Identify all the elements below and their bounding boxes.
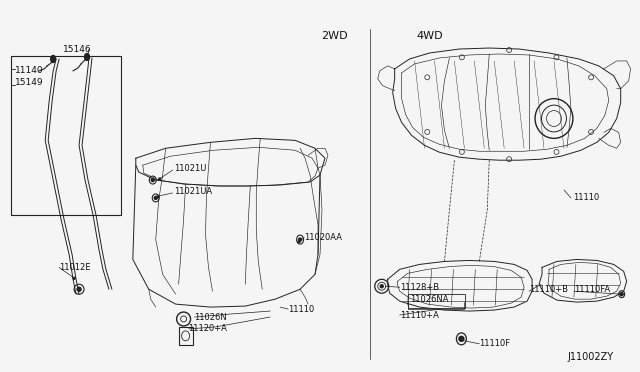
Ellipse shape [77, 287, 81, 291]
Text: 11021U: 11021U [173, 164, 206, 173]
Ellipse shape [73, 277, 75, 279]
Ellipse shape [459, 336, 464, 341]
Bar [12, 56, 121, 215]
Ellipse shape [461, 339, 463, 341]
Text: 15146: 15146 [63, 45, 92, 54]
Text: J11002ZY: J11002ZY [568, 352, 614, 362]
Text: 11020AA: 11020AA [304, 233, 342, 242]
Text: 4WD: 4WD [416, 31, 443, 41]
Ellipse shape [620, 293, 623, 296]
Ellipse shape [151, 179, 154, 182]
Ellipse shape [154, 196, 157, 199]
Text: 11026NA: 11026NA [410, 295, 448, 304]
Text: 11110F: 11110F [479, 339, 511, 348]
Text: 11110: 11110 [573, 193, 599, 202]
Text: 11120+A: 11120+A [189, 324, 227, 333]
Text: 11140: 11140 [15, 66, 44, 76]
Text: 11110: 11110 [288, 305, 314, 314]
Ellipse shape [159, 178, 161, 180]
Text: 15149: 15149 [15, 78, 44, 87]
Text: 11110+A: 11110+A [399, 311, 438, 320]
Text: 11128+B: 11128+B [399, 283, 439, 292]
Text: 2WD: 2WD [322, 31, 348, 41]
Ellipse shape [380, 285, 383, 288]
Text: 11110FA: 11110FA [574, 285, 610, 294]
Text: 11110+B: 11110+B [529, 285, 568, 294]
Ellipse shape [299, 238, 301, 241]
Ellipse shape [157, 196, 159, 198]
Text: 11026N: 11026N [195, 312, 227, 321]
Bar [179, 327, 193, 345]
Text: 11021UA: 11021UA [173, 187, 212, 196]
Ellipse shape [51, 55, 56, 62]
Bar [408, 294, 465, 308]
Ellipse shape [298, 241, 300, 243]
Text: 11012E: 11012E [59, 263, 91, 272]
Ellipse shape [84, 54, 90, 60]
Ellipse shape [180, 316, 187, 322]
